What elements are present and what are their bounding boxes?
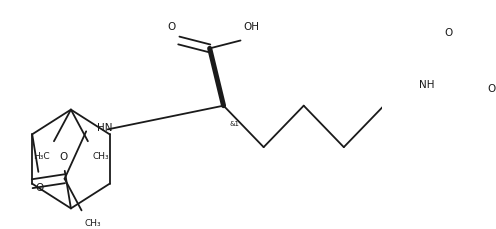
- Text: O: O: [59, 151, 67, 161]
- Text: CH₃: CH₃: [93, 151, 109, 160]
- Text: O: O: [444, 27, 453, 37]
- Text: O: O: [487, 84, 496, 93]
- Text: NH: NH: [419, 80, 435, 90]
- Text: H₃C: H₃C: [33, 151, 49, 160]
- Text: O: O: [168, 22, 176, 31]
- Text: &1: &1: [230, 121, 240, 127]
- Text: OH: OH: [244, 22, 259, 31]
- Text: O: O: [36, 182, 44, 192]
- Text: HN: HN: [97, 123, 113, 133]
- Text: CH₃: CH₃: [85, 218, 101, 227]
